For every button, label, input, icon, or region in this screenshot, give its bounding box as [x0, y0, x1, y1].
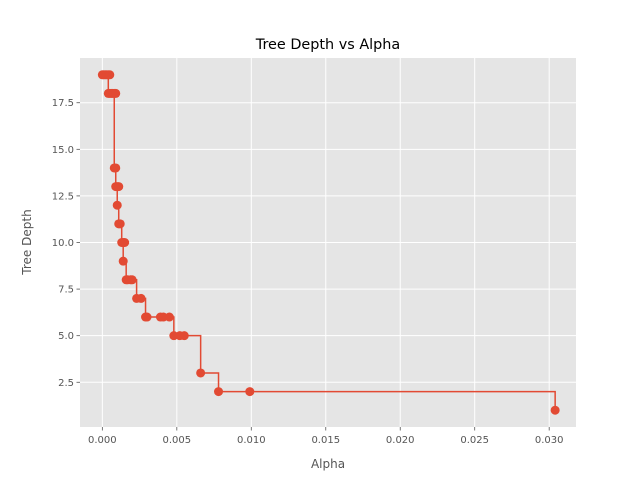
- y-tick-label: 17.5: [52, 98, 74, 109]
- y-axis-label: Tree Depth: [20, 209, 34, 275]
- x-tick-label: 0.000: [88, 435, 117, 446]
- x-tick-label: 0.020: [386, 435, 415, 446]
- x-axis-label: Alpha: [311, 457, 345, 471]
- data-point: [112, 200, 122, 210]
- data-point: [105, 70, 115, 80]
- x-tick-label: 0.015: [311, 435, 340, 446]
- y-tick-label: 5.0: [58, 331, 74, 342]
- data-point: [115, 219, 125, 229]
- data-point: [136, 293, 146, 303]
- x-tick-label: 0.030: [535, 435, 564, 446]
- x-tick-label: 0.005: [162, 435, 191, 446]
- series-group: [97, 70, 560, 415]
- data-point: [120, 238, 130, 247]
- data-point: [111, 163, 121, 173]
- data-point: [214, 387, 224, 397]
- data-point: [196, 368, 206, 378]
- grid-lines: [80, 58, 576, 427]
- data-point: [245, 387, 255, 397]
- data-point: [179, 331, 189, 341]
- data-point: [111, 88, 121, 98]
- y-tick-label: 2.5: [58, 378, 74, 389]
- data-point: [127, 275, 137, 285]
- data-point: [118, 256, 128, 266]
- x-tick-label: 0.025: [460, 435, 489, 446]
- x-tick-label: 0.010: [237, 435, 266, 446]
- data-point: [164, 312, 174, 322]
- data-point: [142, 312, 152, 322]
- chart-title: Tree Depth vs Alpha: [255, 37, 400, 53]
- y-tick-label: 15.0: [52, 145, 74, 156]
- y-tick-label: 10.0: [52, 238, 74, 249]
- data-point: [550, 405, 560, 415]
- y-tick-label: 7.5: [58, 285, 74, 296]
- y-tick-label: 12.5: [52, 191, 74, 202]
- data-point: [114, 182, 124, 192]
- y-axis-ticks: 2.5 5.0 7.5 10.0 12.5 15.0 17.5: [52, 98, 80, 389]
- x-axis-ticks: 0.000 0.005 0.010 0.015 0.020 0.025 0.030: [88, 427, 564, 446]
